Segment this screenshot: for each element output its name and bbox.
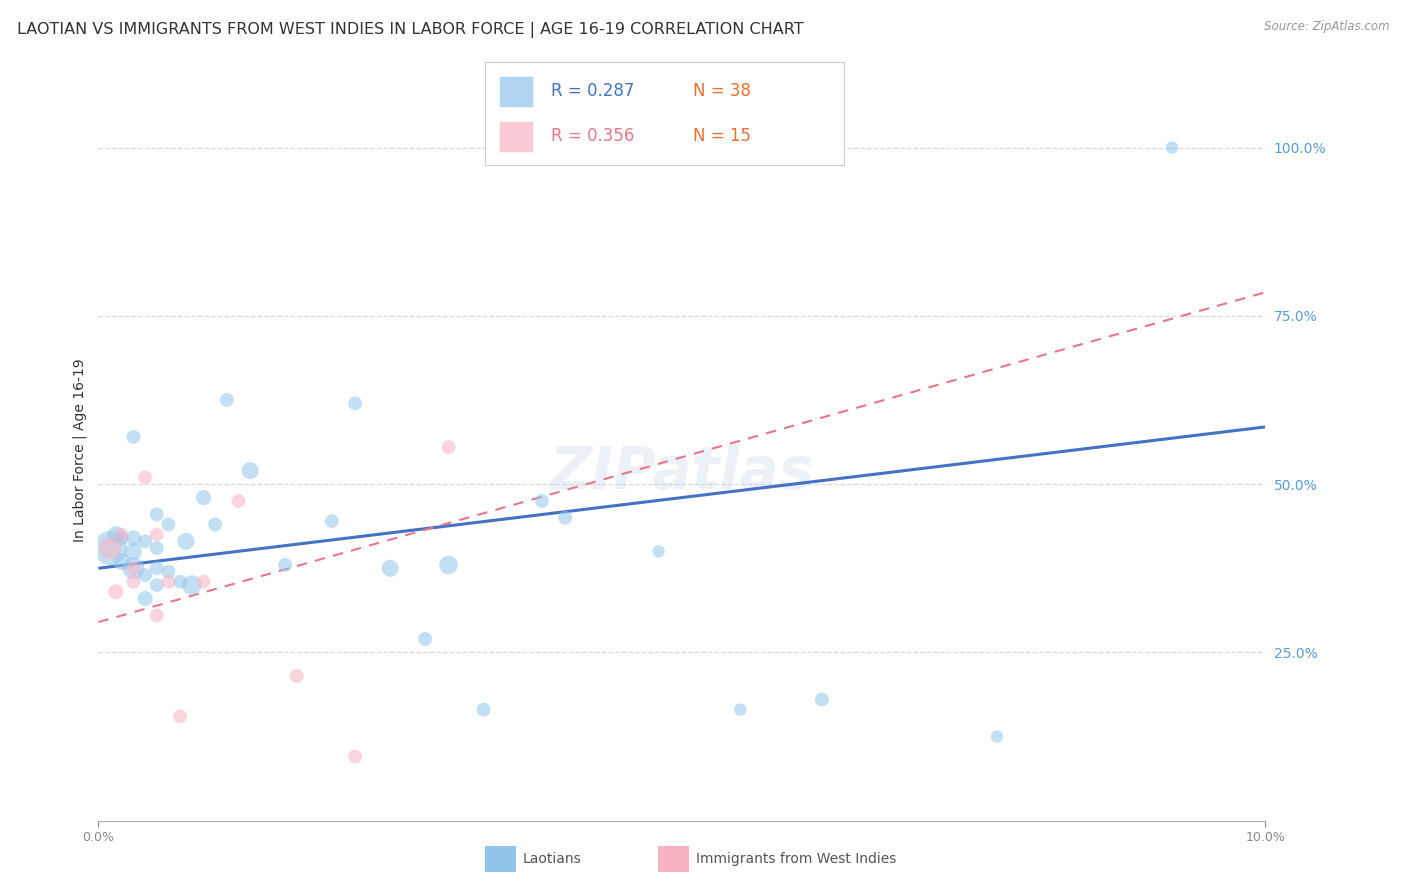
Text: Source: ZipAtlas.com: Source: ZipAtlas.com xyxy=(1264,20,1389,33)
Point xyxy=(146,561,169,575)
Point xyxy=(204,517,226,532)
Text: R = 0.287: R = 0.287 xyxy=(551,82,634,100)
Point xyxy=(174,534,197,549)
Point xyxy=(285,669,308,683)
Point xyxy=(104,584,127,599)
Point xyxy=(239,464,262,478)
Point xyxy=(134,534,156,549)
Point xyxy=(98,541,121,555)
Point xyxy=(122,544,145,558)
Point xyxy=(472,703,495,717)
Point xyxy=(986,730,1008,744)
Point xyxy=(122,430,145,444)
Point xyxy=(104,527,127,541)
Point xyxy=(811,692,834,706)
Point xyxy=(146,541,169,555)
Bar xyxy=(499,76,533,106)
Point xyxy=(180,578,202,592)
Y-axis label: In Labor Force | Age 16-19: In Labor Force | Age 16-19 xyxy=(73,359,87,542)
Point xyxy=(321,514,343,528)
Point xyxy=(378,561,402,575)
Point xyxy=(274,558,297,572)
Point xyxy=(146,527,169,541)
Point xyxy=(193,491,215,505)
Text: N = 38: N = 38 xyxy=(693,82,751,100)
Point xyxy=(530,494,553,508)
Point xyxy=(122,561,145,575)
Text: N = 15: N = 15 xyxy=(693,128,751,145)
Point xyxy=(111,555,134,569)
Point xyxy=(122,531,145,545)
Point xyxy=(146,608,169,623)
Point xyxy=(728,703,751,717)
Point xyxy=(554,510,576,524)
Point xyxy=(134,470,156,484)
Point xyxy=(169,709,191,723)
Point xyxy=(98,541,121,555)
Point xyxy=(344,396,367,410)
Bar xyxy=(499,121,533,152)
Text: Laotians: Laotians xyxy=(523,852,582,866)
Point xyxy=(413,632,436,646)
Point xyxy=(157,565,180,579)
Point xyxy=(193,574,215,589)
Point xyxy=(157,517,180,532)
Point xyxy=(437,440,460,454)
Point xyxy=(169,574,191,589)
Point xyxy=(1161,140,1184,154)
Point xyxy=(134,591,156,606)
Point xyxy=(111,531,134,545)
Point xyxy=(134,568,156,582)
Point xyxy=(228,494,250,508)
Point xyxy=(146,578,169,592)
Text: R = 0.356: R = 0.356 xyxy=(551,128,634,145)
Point xyxy=(215,392,238,407)
Point xyxy=(647,544,669,558)
Point xyxy=(157,574,180,589)
Text: ZIPatlas: ZIPatlas xyxy=(550,444,814,501)
Point xyxy=(122,561,145,575)
Text: Immigrants from West Indies: Immigrants from West Indies xyxy=(696,852,897,866)
Point xyxy=(111,527,134,541)
Point xyxy=(122,574,145,589)
Text: LAOTIAN VS IMMIGRANTS FROM WEST INDIES IN LABOR FORCE | AGE 16-19 CORRELATION CH: LAOTIAN VS IMMIGRANTS FROM WEST INDIES I… xyxy=(17,22,803,38)
Point xyxy=(437,558,460,572)
Point xyxy=(344,749,367,764)
Point xyxy=(146,508,169,522)
